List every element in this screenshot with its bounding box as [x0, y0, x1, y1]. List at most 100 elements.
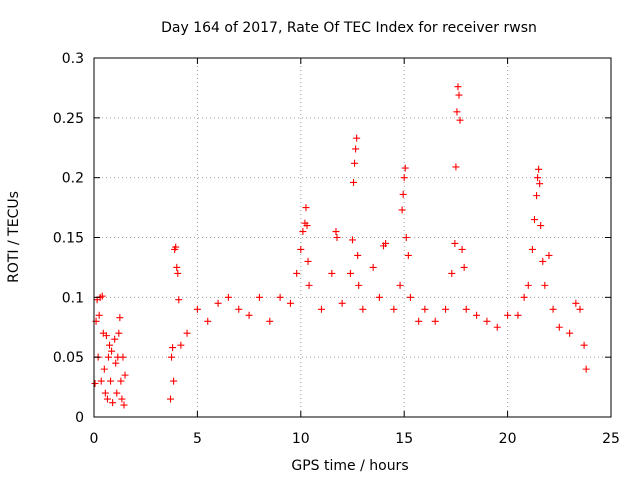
data-point [493, 323, 501, 331]
y-axis-label: ROTI / TECUs [6, 191, 22, 283]
data-point [175, 296, 183, 304]
data-point [451, 239, 459, 247]
data-point [555, 323, 563, 331]
data-point [104, 353, 112, 361]
data-point [375, 293, 383, 301]
data-point [305, 281, 313, 289]
y-tick-labels: 0 0.05 0.1 0.15 0.2 0.25 0.3 [53, 51, 84, 426]
data-point [454, 83, 462, 91]
data-point [255, 293, 263, 301]
y-tick-label: 0.2 [62, 171, 84, 187]
data-point [533, 192, 541, 200]
data-point [302, 204, 310, 212]
data-point [97, 377, 105, 385]
data-point [111, 335, 119, 343]
x-tick-label: 20 [499, 431, 517, 447]
data-point [566, 329, 574, 337]
x-tick-labels: 0 5 10 15 20 25 [90, 431, 620, 447]
data-point [173, 263, 181, 271]
data-point [204, 317, 212, 325]
data-point [406, 293, 414, 301]
data-point [106, 341, 114, 349]
x-axis-label: GPS time / hours [291, 458, 408, 474]
y-tick-label: 0.05 [53, 350, 84, 366]
data-point [354, 251, 362, 259]
data-point [398, 206, 406, 214]
data-point [245, 311, 253, 319]
data-point [400, 174, 408, 182]
data-point [404, 251, 412, 259]
data-point [528, 245, 536, 253]
data-point [286, 299, 294, 307]
data-point [504, 311, 512, 319]
data-point [293, 269, 301, 277]
data-point [100, 365, 108, 373]
x-tick-label: 10 [292, 431, 310, 447]
y-tick-label: 0.25 [53, 111, 84, 127]
data-point [399, 190, 407, 198]
y-tick-label: 0.1 [62, 290, 84, 306]
data-point [174, 269, 182, 277]
data-point [177, 341, 185, 349]
y-tick-label: 0 [75, 410, 84, 426]
data-point [333, 234, 341, 241]
data-point [580, 341, 588, 349]
data-point [214, 299, 222, 307]
data-point [396, 281, 404, 289]
data-point [235, 305, 243, 313]
x-tick-label: 5 [193, 431, 202, 447]
data-point [304, 257, 312, 265]
data-point [431, 317, 439, 325]
data-point [460, 263, 468, 271]
data-point [442, 305, 450, 313]
y-tick-label: 0.15 [53, 231, 84, 247]
data-point [167, 395, 175, 403]
chart-title: Day 164 of 2017, Rate Of TEC Index for r… [161, 20, 537, 36]
data-point [328, 269, 336, 277]
x-tick-label: 0 [90, 431, 99, 447]
data-point [455, 91, 463, 99]
data-point [448, 269, 456, 277]
data-point [276, 293, 284, 301]
data-point [224, 293, 232, 301]
data-point [107, 377, 115, 385]
data-point [549, 305, 557, 313]
data-point [113, 389, 121, 397]
y-tick-label: 0.3 [62, 51, 84, 67]
data-point [119, 353, 127, 361]
data-point [303, 222, 311, 230]
data-point [458, 245, 466, 253]
data-point [582, 365, 590, 373]
data-point [473, 311, 481, 319]
data-point [317, 305, 325, 313]
data-point [421, 305, 429, 313]
data-point [169, 344, 177, 352]
data-point [530, 216, 538, 224]
data-point [382, 239, 390, 247]
data-point [112, 359, 120, 367]
data-point [545, 251, 553, 259]
data-point [350, 178, 358, 186]
data-point [462, 305, 470, 313]
data-point [332, 228, 340, 236]
data-point [351, 159, 359, 167]
data-point [349, 236, 356, 244]
data-point [541, 281, 549, 289]
data-point [401, 164, 409, 172]
axis-ticks [93, 57, 612, 418]
data-point [109, 399, 117, 407]
data-point [120, 401, 128, 409]
data-point [346, 269, 354, 277]
data-point [514, 311, 522, 319]
data-point [172, 243, 180, 251]
data-point [536, 180, 544, 188]
data-point [168, 353, 176, 361]
data-point [483, 317, 491, 325]
data-point [183, 329, 191, 337]
data-point [537, 222, 545, 230]
data-point [338, 299, 346, 307]
data-point [415, 317, 423, 325]
data-point [118, 395, 126, 403]
scatter-series [91, 83, 590, 409]
